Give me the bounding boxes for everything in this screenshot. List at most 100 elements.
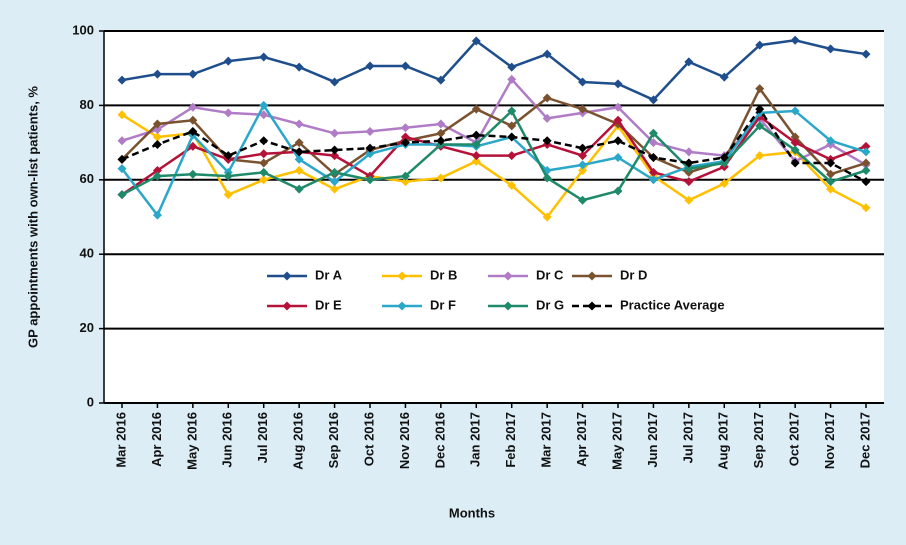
legend-marker [282,301,292,311]
point [259,149,269,159]
point [152,132,162,142]
y-axis-label: GP appointments with own-list patients, … [25,86,40,348]
x-axis-label: Months [449,505,495,520]
x-tick-label: Oct 2016 [361,412,376,466]
point [188,115,198,125]
point [826,169,836,179]
point [152,119,162,129]
x-tick-label: Jul 2016 [255,412,270,463]
point [259,52,269,62]
point [684,195,694,205]
point [471,36,481,46]
point [648,175,658,185]
point [436,136,446,146]
point [400,123,410,133]
y-tick-label: 0 [87,394,94,409]
point [755,151,765,161]
point [365,149,375,159]
point [471,139,481,149]
legend-label: Dr A [315,267,343,282]
x-tick-label: Feb 2017 [503,412,518,468]
point [188,126,198,136]
point [294,154,304,164]
point [294,184,304,194]
point [117,154,127,164]
x-tick-label: May 2017 [609,412,624,470]
series-line [121,102,867,218]
legend-marker [397,271,407,281]
point [719,152,729,162]
point [684,177,694,187]
point [330,128,340,138]
point [755,121,765,131]
plot-area [104,31,884,403]
point [365,61,375,71]
point [755,84,765,94]
x-tick-label: Sep 2017 [751,412,766,468]
legend-label: Dr G [536,297,564,312]
y-tick-label: 20 [80,320,94,335]
legend-label: Dr E [315,297,342,312]
point [578,166,588,175]
point [436,75,446,85]
point [507,121,517,131]
x-tick-label: Dec 2017 [857,412,872,468]
x-tick-label: Aug 2016 [291,412,306,470]
point [259,136,269,146]
point [117,164,127,174]
point [613,152,623,162]
point [471,130,481,140]
point [578,143,588,153]
point [507,74,517,84]
point [365,126,375,136]
point [790,35,800,45]
x-tick-label: Nov 2016 [397,412,412,469]
point [578,77,588,87]
point [826,136,836,146]
point [507,132,517,142]
x-tick-label: Sep 2016 [326,412,341,468]
x-tick-label: Apr 2016 [149,412,164,467]
x-tick-label: Nov 2017 [822,412,837,469]
point [223,171,233,181]
x-tick-label: Mar 2017 [539,412,554,468]
point [223,56,233,66]
legend-marker [503,301,513,311]
point [861,49,871,59]
point [861,141,871,151]
point [648,128,658,138]
point [507,106,517,116]
x-tick-label: Dec 2016 [432,412,447,468]
series-line [121,113,867,219]
legend-marker [587,301,597,311]
point [719,179,729,189]
point [507,62,517,72]
legend-label: Dr B [430,267,457,282]
point [826,158,836,168]
point [223,190,233,200]
legend-label: Dr D [620,267,647,282]
point [188,102,198,112]
point [542,113,552,123]
point [861,203,871,213]
point [578,104,588,114]
series-line [121,39,867,102]
point [400,61,410,71]
point [188,169,198,179]
point [507,151,517,161]
point [117,190,127,200]
point [613,136,623,146]
point [188,141,198,151]
x-tick-label: Jun 2016 [220,412,235,468]
point [223,108,233,118]
point [790,138,800,148]
point [507,180,517,190]
point [152,210,162,220]
point [294,138,304,148]
x-tick-label: May 2016 [184,412,199,470]
y-tick-label: 80 [80,97,94,112]
point [330,145,340,155]
point [826,44,836,54]
point [648,167,658,177]
legend-marker [397,301,407,311]
